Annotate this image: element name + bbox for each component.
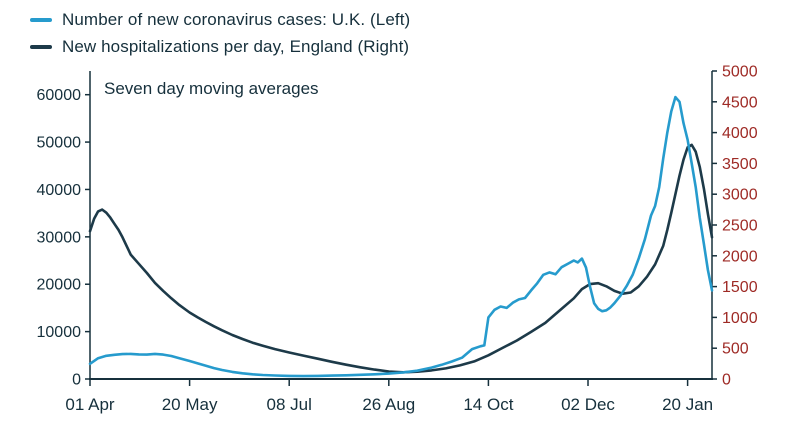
y-axis-left-tick-label: 20000: [37, 277, 82, 294]
y-axis-right-tick-label: 4500: [722, 94, 758, 111]
y-axis-right-tick-label: 2500: [722, 218, 758, 235]
x-axis-tick-label: 02 Dec: [561, 395, 615, 414]
cases-line-swatch-icon: [30, 17, 52, 22]
x-axis-tick-label: 20 Jan: [662, 395, 713, 414]
y-axis-left-tick-label: 10000: [37, 324, 82, 341]
y-axis-right-tick-label: 1000: [722, 310, 758, 327]
y-axis-right-tick-label: 3500: [722, 156, 758, 173]
chart-area: 01 Apr 20 May 08 Jul 26 Aug 14 Oct 02 Dec 20 J…: [0, 58, 788, 431]
legend-item-hospitalizations: New hospitalizations per day, England (R…: [30, 33, 410, 60]
chart-legend: Number of new coronavirus cases: U.K. (L…: [30, 6, 410, 60]
y-axis-right-tick-label: 5000: [722, 64, 758, 81]
x-axis-tick-label: 26 Aug: [362, 395, 415, 414]
hospitalizations-line: [88, 143, 714, 374]
chart-annotation: Seven day moving averages: [104, 79, 319, 98]
y-axis-right-tick-label: 1500: [722, 279, 758, 296]
chart-svg: 01 Apr 20 May 08 Jul 26 Aug 14 Oct 02 Dec 20 J…: [37, 64, 758, 415]
y-axis-right-tick-label: 2000: [722, 248, 758, 265]
y-axis-right-tick-label: 500: [722, 341, 749, 358]
y-axis-left-tick-label: 30000: [37, 229, 82, 246]
legend-label-hospitalizations: New hospitalizations per day, England (R…: [62, 36, 410, 56]
y-axis-right-tick-label: 0: [722, 372, 731, 389]
y-axis-left-tick-label: 40000: [37, 182, 82, 199]
y-axis-left-tick-label: 0: [72, 372, 81, 389]
legend-label-cases: Number of new coronavirus cases: U.K. (L…: [62, 9, 411, 29]
x-axis-tick-label: 01 Apr: [65, 395, 114, 414]
x-axis-tick-label: 20 May: [162, 395, 218, 414]
y-axis-left-tick-label: 60000: [37, 87, 82, 104]
x-axis-tick-label: 08 Jul: [267, 395, 312, 414]
legend-item-cases: Number of new coronavirus cases: U.K. (L…: [30, 6, 410, 33]
cases-line: [88, 95, 714, 378]
y-axis-left-tick-label: 50000: [37, 135, 82, 152]
hospitalizations-line-swatch-icon: [30, 44, 52, 49]
x-axis-tick-label: 14 Oct: [463, 395, 513, 414]
y-axis-right-tick-label: 3000: [722, 187, 758, 204]
y-axis-right-tick-label: 4000: [722, 125, 758, 142]
